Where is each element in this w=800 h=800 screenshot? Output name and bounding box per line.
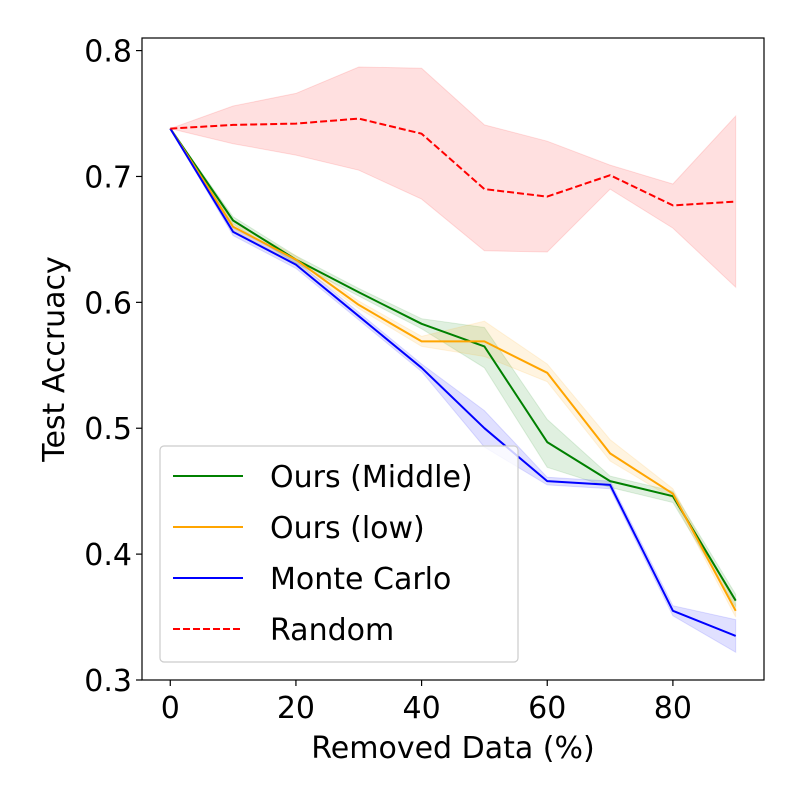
y-tick-label: 0.3 xyxy=(84,664,132,699)
x-tick-label: 0 xyxy=(161,691,180,726)
x-tick-label: 80 xyxy=(654,691,692,726)
x-axis-ticks: 0 20 40 60 80 xyxy=(161,680,692,726)
y-axis-ticks: 0.3 0.4 0.5 0.6 0.7 0.8 xyxy=(84,35,142,699)
y-tick-label: 0.8 xyxy=(84,35,132,70)
y-tick-label: 0.4 xyxy=(84,538,132,573)
series-line-ours-middle xyxy=(169,128,737,602)
x-axis-label: Removed Data (%) xyxy=(311,731,594,766)
x-tick-label: 40 xyxy=(402,691,440,726)
legend-box xyxy=(159,445,519,663)
band-monte-carlo xyxy=(169,128,737,654)
y-tick-label: 0.7 xyxy=(84,160,132,195)
y-tick-label: 0.6 xyxy=(84,286,132,321)
series-line-random xyxy=(170,117,736,207)
x-tick-label: 60 xyxy=(528,691,566,726)
legend-label-random: Random xyxy=(270,613,394,648)
x-tick-label: 20 xyxy=(277,691,315,726)
y-axis-label: Test Accruacy xyxy=(37,256,72,463)
legend-label-ours-middle: Ours (Middle) xyxy=(270,460,473,495)
series-line-monte-carlo xyxy=(169,128,737,637)
series-line-ours-low xyxy=(169,128,737,612)
plot-frame xyxy=(141,37,765,681)
y-tick-label: 0.5 xyxy=(84,412,132,447)
legend-label-monte-carlo: Monte Carlo xyxy=(270,562,451,597)
legend: Ours (Middle) Ours (low) Monte Carlo Random xyxy=(159,445,519,663)
series-lines xyxy=(169,117,737,637)
band-random xyxy=(168,66,737,289)
legend-label-ours-low: Ours (low) xyxy=(270,511,425,546)
